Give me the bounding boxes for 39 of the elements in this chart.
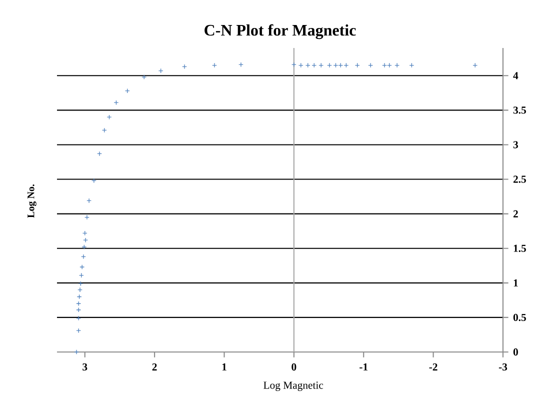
point [74, 350, 79, 354]
point [142, 74, 147, 80]
x-axis-title: Log Magnetic [264, 382, 324, 392]
y-tick-label: 0.5 [513, 314, 526, 322]
x-tick-label: 0 [292, 363, 296, 371]
x-tick-label: 2 [152, 363, 157, 370]
y-tick-label: 3.5 [513, 106, 526, 114]
y-tick-label: 2 [513, 210, 518, 218]
point [86, 198, 92, 204]
point [82, 244, 87, 250]
point [78, 287, 82, 292]
point [368, 62, 374, 68]
point [80, 264, 85, 270]
y-tick-label: 3 [513, 141, 518, 148]
point [291, 62, 296, 68]
point [238, 62, 244, 68]
point [83, 238, 88, 243]
y-tick-label: 1 [514, 279, 518, 286]
point [84, 214, 90, 220]
point [81, 254, 86, 260]
x-tick-label: -3 [498, 363, 508, 371]
point [212, 62, 217, 68]
x-tick-label: -2 [429, 363, 438, 370]
point [97, 151, 102, 156]
point [182, 64, 187, 70]
point [91, 178, 96, 184]
y-tick-label: 2.5 [513, 176, 526, 183]
chart-title: C-N Plot for Magnetic [204, 24, 356, 40]
point [76, 328, 82, 334]
point [382, 62, 387, 68]
y-tick-label: 1.5 [514, 244, 526, 252]
point [327, 62, 332, 68]
y-tick-label: 4 [513, 72, 518, 80]
y-axis-title: Log No. [28, 184, 36, 218]
x-tick-label: 3 [82, 363, 88, 371]
x-tick-label: -1 [360, 363, 368, 370]
y-tick-label: 0 [513, 348, 518, 356]
point [394, 62, 400, 68]
x-tick-label: 1 [222, 363, 226, 370]
